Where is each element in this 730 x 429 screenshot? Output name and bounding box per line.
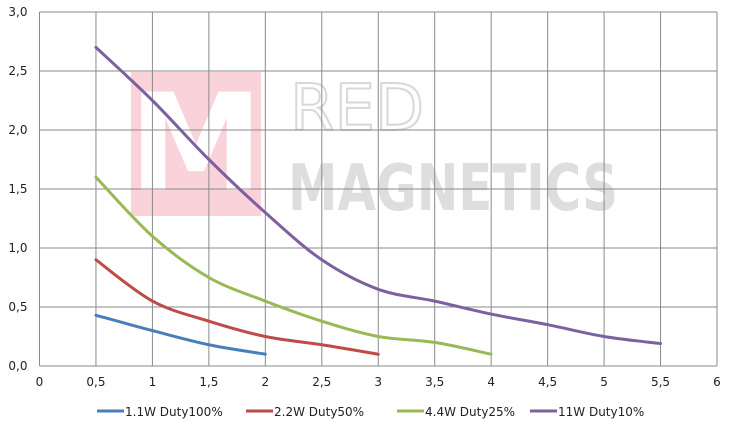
y-tick-label: 2,5 xyxy=(8,64,27,78)
watermark-line1: RED xyxy=(290,72,424,146)
series-line-2 xyxy=(94,175,493,356)
x-tick-label: 1 xyxy=(149,375,157,389)
x-tick-label: 0 xyxy=(36,375,44,389)
x-tick-label: 6 xyxy=(713,375,721,389)
watermark-logo-letter: M xyxy=(129,65,263,222)
x-tick-label: 5,5 xyxy=(651,375,670,389)
x-tick-label: 5 xyxy=(600,375,608,389)
x-tick-label: 4 xyxy=(487,375,495,389)
x-tick-label: 2 xyxy=(262,375,270,389)
x-tick-label: 0,5 xyxy=(86,375,105,389)
x-tick-label: 3 xyxy=(374,375,382,389)
series-line-3 xyxy=(94,45,663,346)
x-tick-label: 2,5 xyxy=(312,375,331,389)
series-line-1 xyxy=(94,258,380,356)
x-tick-label: 1,5 xyxy=(199,375,218,389)
x-tick-label: 4,5 xyxy=(538,375,557,389)
y-tick-label: 3,0 xyxy=(8,5,27,19)
watermark-logo: M RED MAGNETICS xyxy=(129,65,618,226)
y-tick-label: 1,0 xyxy=(8,241,27,255)
y-tick-label: 1,5 xyxy=(8,182,27,196)
series-line-0 xyxy=(94,313,267,356)
x-tick-label: 3,5 xyxy=(425,375,444,389)
y-tick-label: 0,5 xyxy=(8,300,27,314)
legend-label: 1.1W Duty100% xyxy=(125,405,223,419)
y-tick-label: 0,0 xyxy=(8,359,27,373)
y-tick-label: 2,0 xyxy=(8,123,27,137)
legend-label: 4.4W Duty25% xyxy=(425,405,515,419)
legend-label: 11W Duty10% xyxy=(558,405,644,419)
legend-label: 2.2W Duty50% xyxy=(274,405,364,419)
